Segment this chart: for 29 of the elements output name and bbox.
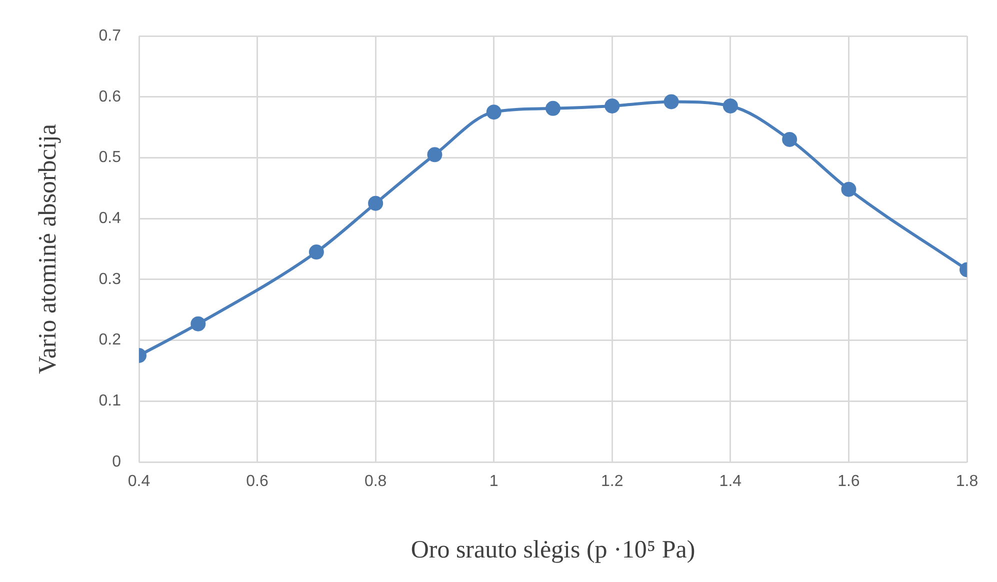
x-tick-label: 0.4 xyxy=(128,473,150,490)
point xyxy=(604,98,620,114)
x-tick-label: 0.8 xyxy=(364,473,387,490)
point xyxy=(308,244,324,260)
y-tick-label: 0.4 xyxy=(98,210,122,227)
x-tick-label: 1 xyxy=(489,473,498,490)
point xyxy=(368,196,384,211)
x-tick-label: 1.2 xyxy=(601,473,624,490)
x-tick-label: 1.4 xyxy=(719,473,742,490)
y-tick-label: 0.2 xyxy=(98,332,122,349)
y-tick-label: 0.1 xyxy=(98,392,122,410)
point xyxy=(486,104,502,120)
point xyxy=(664,94,679,110)
point xyxy=(190,316,206,332)
point xyxy=(722,98,738,114)
y-tick-label: 0.5 xyxy=(98,149,122,166)
x-tick-label: 0.6 xyxy=(246,473,269,490)
x-axis-title: Oro srauto slėgis (p ·10⁵ Pa) xyxy=(410,536,696,564)
y-tick-label: 0.3 xyxy=(98,270,122,288)
point xyxy=(427,147,442,162)
y-tick-label: 0.6 xyxy=(98,88,122,106)
x-tick-label: 1.8 xyxy=(956,473,978,490)
x-tick-label: 1.6 xyxy=(838,473,860,490)
point xyxy=(782,132,798,147)
point xyxy=(546,100,560,116)
y-tick-label: 0.7 xyxy=(98,27,122,44)
y-axis-title: Vario atominė absorbcija xyxy=(34,124,62,374)
y-tick-label: 0 xyxy=(112,453,122,470)
point xyxy=(841,182,856,197)
